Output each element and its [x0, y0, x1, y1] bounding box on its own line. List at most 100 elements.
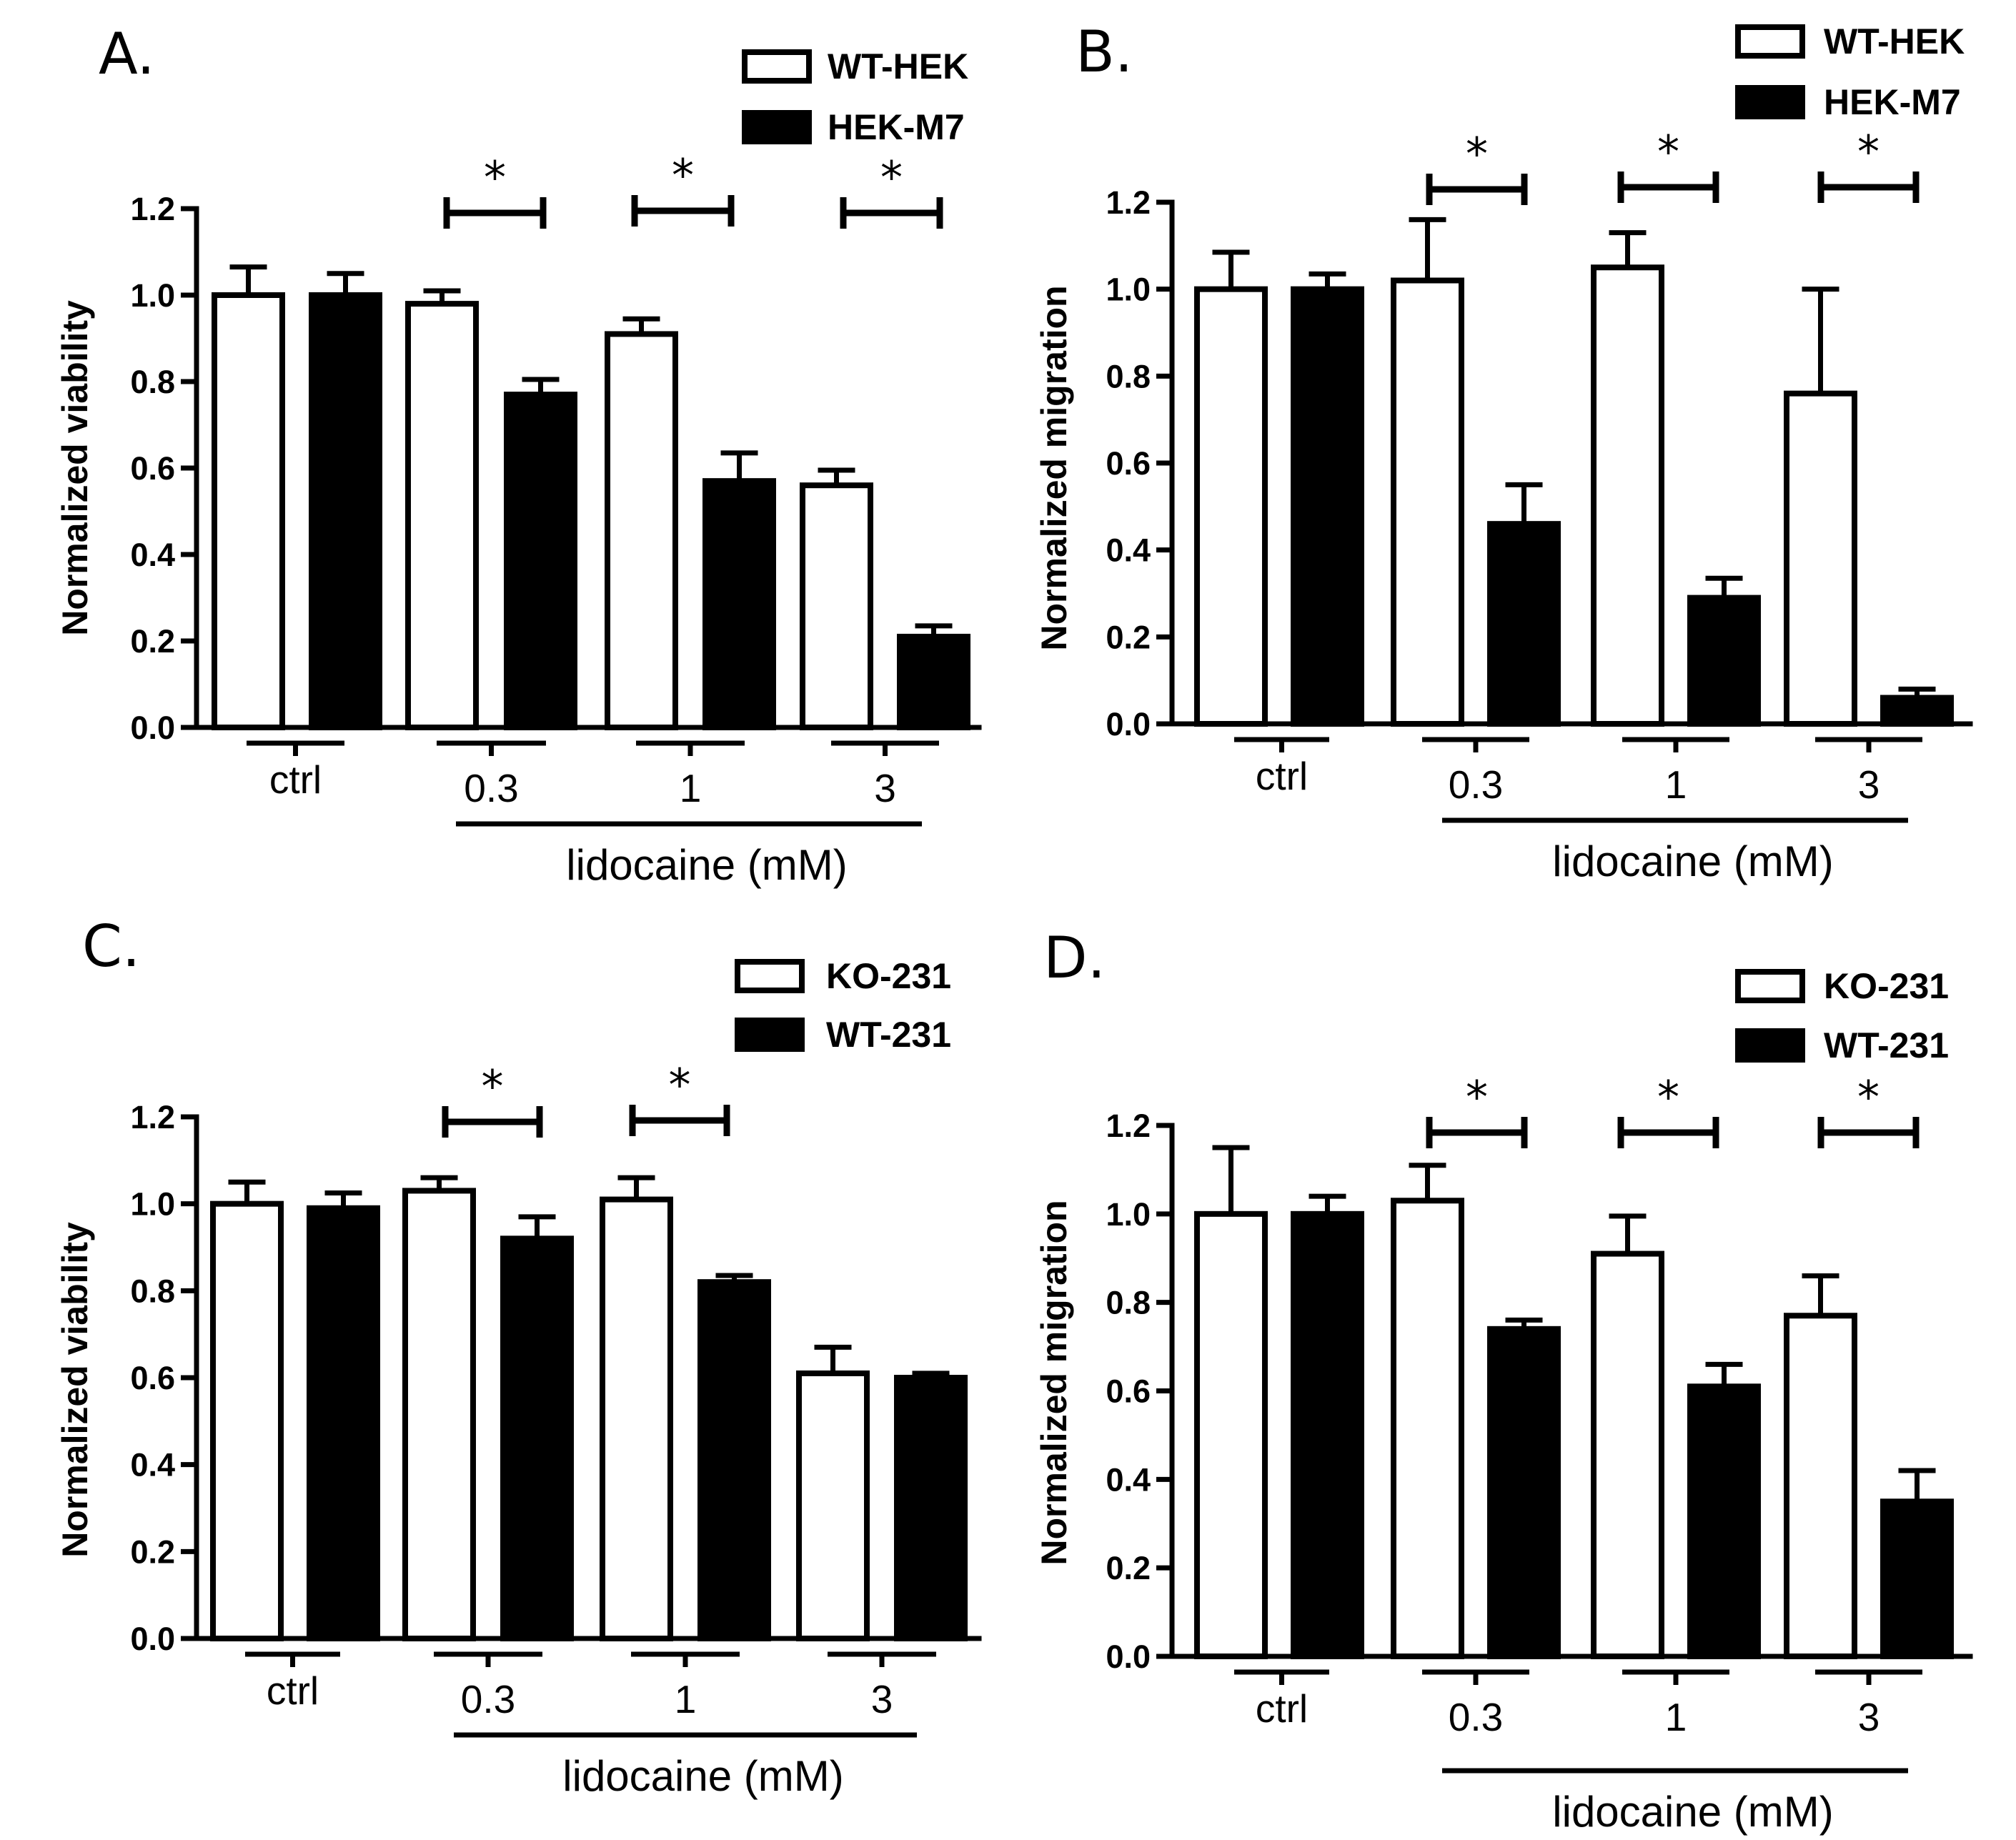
y-tick-label: 0.4	[1106, 532, 1151, 569]
bar-wt-231-3	[1880, 1498, 1954, 1660]
y-tick-label: 0.6	[1106, 445, 1151, 482]
x-tick-label: 3	[1858, 1695, 1880, 1739]
y-axis-label: Normalized viability	[55, 1222, 95, 1558]
x-tick-label: 3	[1858, 762, 1880, 807]
bar-wt-hek-ctrl	[212, 292, 285, 730]
x-tick-label: 3	[871, 1677, 893, 1721]
y-tick-label: 0.0	[1106, 706, 1151, 742]
x-tick-label: ctrl	[1256, 1686, 1308, 1731]
legend-label: HEK-M7	[1824, 82, 1961, 122]
bar-wt-hek-0.3	[1391, 277, 1464, 727]
legend-swatch-ko-231	[735, 959, 805, 993]
legend: KO-231 WT-231	[1735, 966, 1949, 1065]
bar-hek-m7-0.3	[504, 392, 577, 731]
legend-label: HEK-M7	[828, 107, 965, 147]
bar-wt-hek-1	[1591, 264, 1664, 727]
legend: KO-231 WT-231	[735, 956, 951, 1055]
legend-swatch-ko-231	[1735, 969, 1805, 1003]
bar-hek-m7-3	[1880, 695, 1954, 727]
panel-3: C. 0.0 0.2 0.4 0.6 0.8 1.0 1.2 Normalized viabil…	[55, 913, 982, 1800]
y-tick-label: 0.4	[130, 537, 175, 573]
x-tick-label: 1	[1665, 762, 1687, 807]
significance-star: *	[1466, 1071, 1488, 1123]
significance-star: *	[880, 151, 903, 204]
bar-ko-231-3	[1784, 1313, 1857, 1660]
y-tick-label: 0.4	[1106, 1461, 1151, 1498]
bar-wt-231-1	[1687, 1383, 1761, 1660]
y-tick-label: 0.0	[130, 710, 175, 746]
y-tick-label: 0.6	[1106, 1373, 1151, 1410]
bar-hek-m7-3	[897, 633, 970, 731]
x-tick-label: ctrl	[1256, 754, 1308, 798]
y-axis-label: Normalized migration	[1034, 285, 1074, 650]
panel-letter: C.	[82, 913, 140, 980]
panel-1: A. 0.0 0.2 0.4 0.6 0.8 1.0 1.2 Normalized viabil…	[55, 21, 982, 889]
bar-wt-231-ctrl	[1291, 1210, 1364, 1660]
legend-swatch-wt-hek	[1735, 24, 1805, 59]
x-axis-label: lidocaine (mM)	[566, 841, 847, 889]
y-tick-label: 0.0	[130, 1621, 175, 1657]
significance-star: *	[1657, 1071, 1679, 1123]
significance-star: *	[669, 1059, 691, 1111]
bar-ko-231-3	[796, 1370, 870, 1641]
significance-star: *	[1657, 126, 1679, 178]
bar-hek-m7-ctrl	[309, 292, 382, 730]
bar-wt-231-3	[894, 1375, 968, 1641]
bar-ko-231-ctrl	[210, 1200, 284, 1641]
x-tick-label: 0.3	[1449, 1695, 1503, 1739]
legend-label: WT-HEK	[828, 46, 968, 86]
significance-star: *	[672, 149, 694, 202]
bar-hek-m7-ctrl	[1291, 286, 1364, 727]
bar-ko-231-ctrl	[1194, 1210, 1268, 1660]
y-tick-label: 0.6	[130, 1360, 175, 1396]
significance-star: *	[1857, 126, 1880, 178]
y-tick-label: 0.2	[1106, 1550, 1151, 1586]
y-tick-label: 1.2	[1106, 1108, 1151, 1144]
bar-hek-m7-1	[702, 478, 776, 731]
bar-wt-hek-ctrl	[1194, 286, 1268, 727]
bar-ko-231-1	[600, 1196, 673, 1642]
y-tick-label: 0.8	[1106, 358, 1151, 394]
significance-star: *	[1466, 128, 1488, 180]
bar-wt-231-1	[697, 1279, 771, 1641]
y-tick-label: 0.2	[130, 623, 175, 660]
legend-swatch-wt-231	[735, 1018, 805, 1052]
legend-label: WT-HEK	[1824, 21, 1965, 61]
bar-wt-231-ctrl	[307, 1205, 380, 1641]
legend-label: WT-231	[1824, 1025, 1949, 1065]
x-tick-label: 1	[680, 766, 702, 810]
y-tick-label: 0.2	[130, 1533, 175, 1570]
y-tick-label: 1.2	[130, 1099, 175, 1135]
x-tick-label: 1	[1665, 1695, 1687, 1739]
significance-star: *	[484, 151, 506, 204]
legend: WT-HEK HEK-M7	[742, 46, 968, 147]
y-axis-label: Normalized migration	[1034, 1200, 1074, 1565]
y-tick-label: 0.8	[130, 1273, 175, 1309]
y-tick-label: 0.6	[130, 450, 175, 487]
bar-wt-hek-3	[1784, 390, 1857, 727]
y-tick-label: 1.0	[130, 1186, 175, 1223]
legend: WT-HEK HEK-M7	[1735, 21, 1965, 122]
x-tick-label: ctrl	[267, 1669, 319, 1713]
x-tick-label: 0.3	[461, 1677, 515, 1721]
bar-hek-m7-1	[1687, 595, 1761, 727]
legend-label: WT-231	[826, 1015, 951, 1055]
bar-wt-hek-0.3	[405, 301, 479, 731]
significance-star: *	[1857, 1071, 1880, 1123]
y-tick-label: 1.0	[1106, 272, 1151, 308]
panel-2: B. 0.0 0.2 0.4 0.6 0.8 1.0 1.2 Normalized migrat…	[1034, 19, 1973, 885]
bar-wt-231-0.3	[500, 1235, 574, 1642]
y-tick-label: 1.2	[1106, 184, 1151, 221]
panel-letter: B.	[1076, 19, 1133, 85]
x-axis-label: lidocaine (mM)	[562, 1752, 843, 1800]
legend-label: KO-231	[826, 956, 951, 996]
x-axis-label: lidocaine (mM)	[1552, 1788, 1833, 1836]
y-tick-label: 0.2	[1106, 619, 1151, 655]
y-tick-label: 0.4	[130, 1447, 175, 1483]
panel-letter: A.	[99, 21, 155, 87]
y-tick-label: 0.0	[1106, 1638, 1151, 1675]
significance-star: *	[482, 1060, 504, 1113]
x-tick-label: 1	[675, 1677, 697, 1721]
x-tick-label: 3	[874, 766, 896, 810]
